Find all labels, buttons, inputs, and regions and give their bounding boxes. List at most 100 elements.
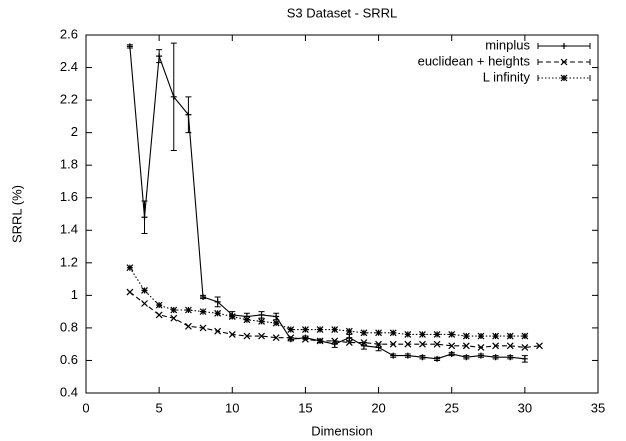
point: [448, 350, 455, 357]
legend-label: minplus: [485, 37, 530, 52]
point: [463, 354, 470, 361]
point: [375, 344, 382, 351]
point: [375, 329, 382, 337]
point: [273, 313, 280, 320]
point: [331, 341, 338, 348]
legend-marker: [560, 74, 568, 82]
point: [375, 340, 382, 348]
point: [302, 326, 309, 333]
legend-swatch-end: [537, 59, 591, 65]
y-tick-label: 0.6: [60, 352, 78, 367]
point: [155, 301, 163, 309]
point: [141, 214, 148, 221]
point: [419, 330, 426, 338]
point: [141, 287, 148, 294]
point: [433, 330, 441, 338]
point: [477, 344, 485, 351]
point: [272, 334, 280, 342]
point: [419, 340, 426, 348]
point: [199, 324, 207, 332]
point: [390, 352, 397, 359]
y-tick-label: 0.4: [60, 384, 78, 399]
x-tick-label: 15: [298, 400, 312, 415]
point: [492, 354, 499, 361]
plot-frame: [85, 34, 599, 394]
point: [492, 342, 500, 350]
point: [141, 300, 148, 307]
y-tick-label: 2: [71, 124, 78, 139]
point: [331, 326, 339, 333]
point: [404, 340, 412, 348]
point: [214, 309, 222, 317]
point: [506, 332, 514, 340]
point: [126, 43, 133, 50]
point: [346, 334, 353, 341]
point: [228, 313, 236, 320]
point: [156, 53, 163, 60]
point: [126, 264, 134, 272]
point: [200, 293, 207, 300]
point: [477, 332, 485, 340]
point: [214, 298, 221, 305]
series-line: [129, 46, 525, 360]
point: [433, 340, 441, 348]
point: [258, 311, 265, 318]
series-line: [129, 291, 540, 348]
x-tick-label: 10: [225, 400, 239, 415]
y-axis-label: SRRL (%): [9, 185, 24, 243]
point: [360, 329, 368, 337]
x-axis-label: Dimension: [311, 423, 372, 438]
point: [506, 342, 514, 350]
x-tick-label: 30: [518, 400, 532, 415]
y-tick-label: 1.4: [60, 222, 78, 237]
point: [316, 326, 324, 333]
point: [243, 332, 251, 340]
point: [155, 311, 163, 319]
point: [521, 344, 529, 351]
x-tick-label: 35: [591, 400, 605, 415]
series-line: [129, 267, 525, 337]
y-tick-label: 1.2: [60, 254, 78, 269]
point: [389, 329, 397, 337]
point: [462, 342, 470, 350]
x-tick-label: 20: [371, 400, 385, 415]
point: [199, 308, 207, 316]
point: [345, 339, 353, 346]
point: [360, 342, 367, 349]
y-tick-label: 1: [71, 287, 78, 302]
point: [448, 342, 456, 350]
point: [434, 355, 441, 362]
point: [170, 314, 178, 322]
point: [228, 330, 236, 338]
point: [345, 327, 353, 335]
legend-label: euclidean + heights: [418, 53, 531, 68]
point: [184, 322, 192, 330]
point: [170, 93, 177, 100]
y-tick-label: 2.4: [60, 59, 78, 74]
point: [419, 354, 426, 361]
legend-marker: [560, 58, 568, 66]
legend-label: L infinity: [483, 69, 531, 84]
point: [170, 306, 178, 314]
y-tick-label: 1.6: [60, 189, 78, 204]
point: [316, 337, 324, 345]
chart-title: S3 Dataset - SRRL: [287, 5, 398, 20]
point: [360, 339, 368, 346]
y-tick-label: 0.8: [60, 319, 78, 334]
point: [448, 330, 456, 338]
point: [258, 332, 265, 340]
point: [462, 332, 470, 340]
point: [302, 335, 309, 343]
point: [521, 355, 528, 362]
point: [404, 330, 412, 338]
legend-swatch-end: [537, 75, 591, 81]
x-tick-label: 25: [444, 400, 458, 415]
point: [404, 352, 411, 359]
x-tick-label: 0: [82, 400, 89, 415]
legend-marker: [561, 43, 567, 49]
point: [272, 319, 280, 327]
point: [185, 111, 192, 118]
point: [477, 352, 484, 359]
